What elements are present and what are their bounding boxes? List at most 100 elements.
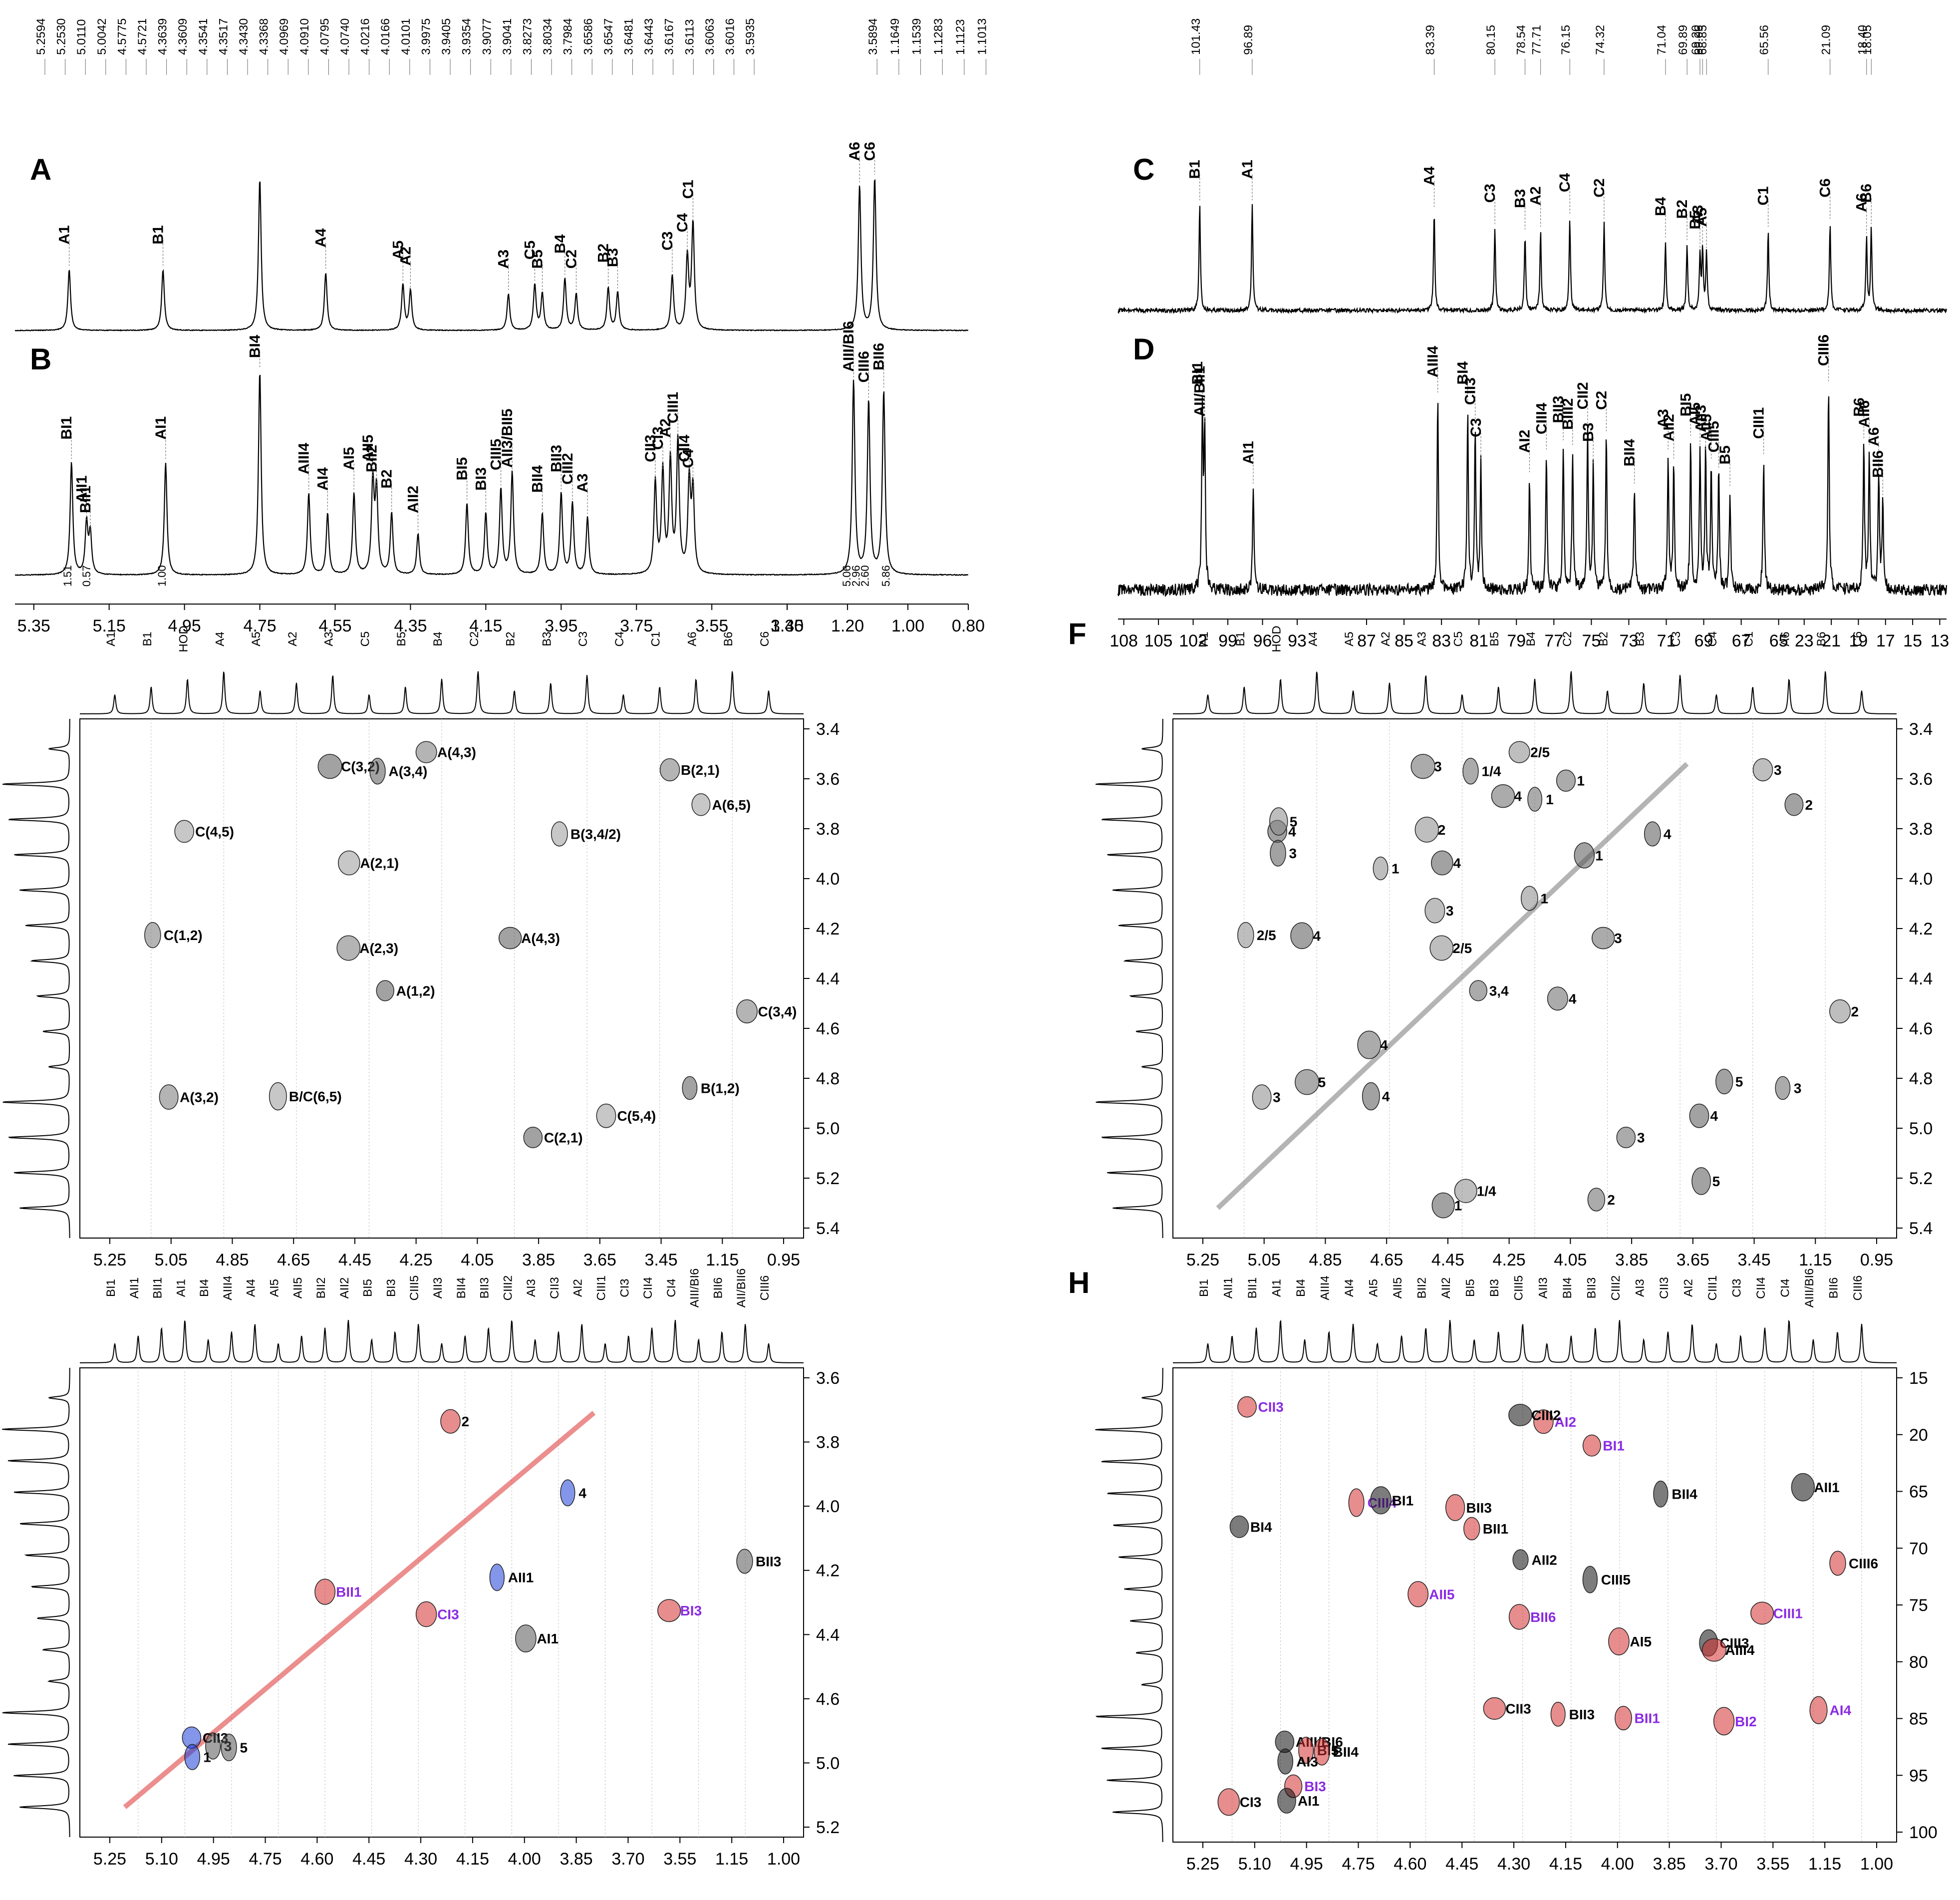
cross-peak xyxy=(338,850,360,876)
cross-peak xyxy=(1252,1084,1272,1110)
cross-peak-label: B/C(6,5) xyxy=(289,1089,342,1104)
top-projection xyxy=(80,671,804,714)
peak-label: B1 xyxy=(150,225,167,244)
peak-label: CII3 xyxy=(1462,377,1479,405)
peak-label: C6 xyxy=(1817,178,1834,197)
integral-value: 0.57 xyxy=(80,565,93,587)
peak-label: BII6 xyxy=(871,343,887,370)
peak-shift: 3.9405 xyxy=(440,18,453,55)
cross-peak xyxy=(736,1549,753,1574)
cross-peak-label: 4 xyxy=(1569,991,1577,1006)
peak-label: A1 xyxy=(56,225,73,244)
cross-peak-label: 1 xyxy=(203,1750,211,1765)
cross-peak xyxy=(1483,1697,1506,1720)
peak-shift: 77.71 xyxy=(1530,25,1544,55)
peak-label: CIII4 xyxy=(1533,402,1550,434)
x-tick-label: 1.40 xyxy=(771,617,804,635)
projection-label: BII3 xyxy=(1585,1277,1598,1299)
x-tick-label: 3.45 xyxy=(644,1251,677,1269)
cross-peak xyxy=(1491,784,1515,808)
cross-peak xyxy=(1237,922,1254,949)
x-tick-label: 79 xyxy=(1507,632,1526,650)
peak-shift: 4.0216 xyxy=(359,18,372,55)
x-tick-label: 4.95 xyxy=(197,1850,230,1869)
projection-label: BII6 xyxy=(1827,1277,1840,1299)
peak-shift: 3.9077 xyxy=(480,18,494,55)
x-tick-label: 3.95 xyxy=(545,617,577,635)
peak-label: A3 xyxy=(1689,205,1706,224)
projection-label: BI3 xyxy=(384,1279,398,1297)
peak-label: BI5 xyxy=(454,457,471,481)
peak-label: B2 xyxy=(1674,200,1690,219)
cross-peak xyxy=(1314,1738,1330,1766)
projection-label: CIII5 xyxy=(1512,1275,1526,1301)
peak-shift: 1.1539 xyxy=(910,18,924,55)
projection-label: CII3 xyxy=(1658,1277,1671,1299)
cross-peak xyxy=(159,1084,179,1110)
cross-peak xyxy=(1431,850,1453,876)
peak-shift: 1.1649 xyxy=(888,18,902,55)
peak-label: C2 xyxy=(563,250,579,269)
peak-shift: 4.0795 xyxy=(318,18,331,55)
peak-shift: 83.39 xyxy=(1423,25,1437,55)
cross-peak-label: 2/5 xyxy=(1452,941,1472,956)
peak-label: BI5 xyxy=(1678,393,1694,417)
cross-peak xyxy=(336,935,361,961)
cross-peak-label: A(2,3) xyxy=(359,941,398,956)
y-tick-label: 4.4 xyxy=(816,1625,840,1644)
cross-peak-label: AII1 xyxy=(508,1570,534,1585)
peak-label: B6 xyxy=(1851,397,1867,416)
cross-peak-label: CII3 xyxy=(1258,1399,1284,1415)
peak-label: AI1 xyxy=(1240,441,1257,464)
cross-peak-label: 4 xyxy=(1380,1037,1388,1053)
cross-peak xyxy=(1277,1748,1294,1775)
y-tick-label: 3.6 xyxy=(1909,770,1933,789)
cross-peak-label: 2/5 xyxy=(1530,745,1550,760)
x-tick-label: 1.00 xyxy=(767,1850,800,1869)
x-tick-label: 75 xyxy=(1582,632,1601,650)
cross-peak xyxy=(691,793,711,816)
projection-label: CI3 xyxy=(618,1278,631,1297)
x-tick-label: 3.65 xyxy=(1677,1251,1709,1269)
cross-peak-label: A(3,4) xyxy=(389,764,428,779)
cross-peak xyxy=(1508,1404,1532,1426)
peak-label: B6 xyxy=(1858,184,1875,203)
peak-shift: 4.3368 xyxy=(258,18,271,55)
projection-label: A3 xyxy=(1415,632,1429,646)
cross-peak-label: BII4 xyxy=(1672,1487,1697,1502)
projection-label: B2 xyxy=(1597,632,1611,646)
peak-label: CII3 xyxy=(642,435,659,462)
cross-peak xyxy=(489,1564,505,1591)
projection-label: A4 xyxy=(1306,632,1320,646)
projection-label: BII1 xyxy=(151,1277,165,1299)
peak-label: AIII4 xyxy=(296,443,312,475)
projection-label: CII4 xyxy=(1754,1277,1768,1299)
projection-label: CII3 xyxy=(548,1277,561,1299)
top-projection xyxy=(80,1319,804,1363)
cross-peak-label: CIII5 xyxy=(1601,1572,1631,1587)
x-tick-label: 4.65 xyxy=(277,1251,310,1269)
projection-label: CIII6 xyxy=(758,1275,772,1301)
peak-label: AII6 xyxy=(1856,400,1873,428)
panel-e: EA1B1HODA4A5A2A3C5B5B4C2B2B3C3C4C1A6B6C6… xyxy=(2,626,840,1269)
x-tick-label: 4.30 xyxy=(404,1850,437,1869)
peak-shift: 5.0110 xyxy=(75,19,88,55)
x-tick-label: 0.95 xyxy=(767,1251,800,1269)
projection-label: A3 xyxy=(322,632,336,646)
projection-label: B3 xyxy=(540,632,554,646)
peak-shift: 4.0101 xyxy=(399,18,413,55)
cross-peak-label: CIII1 xyxy=(1773,1605,1803,1621)
peak-label: AII3 xyxy=(1692,405,1709,432)
peak-label: AII1 xyxy=(73,475,90,503)
y-tick-label: 3.6 xyxy=(816,770,840,789)
projection-label: C6 xyxy=(758,632,772,647)
cross-peak xyxy=(1587,1188,1605,1212)
cross-peak xyxy=(1454,1179,1477,1203)
diagonal-ridge xyxy=(123,1411,596,1809)
cross-peak-label: 4 xyxy=(1664,826,1672,842)
peak-shift: 3.6113 xyxy=(683,19,696,55)
cross-peak xyxy=(1791,1473,1815,1502)
projection-label: B4 xyxy=(431,632,445,646)
